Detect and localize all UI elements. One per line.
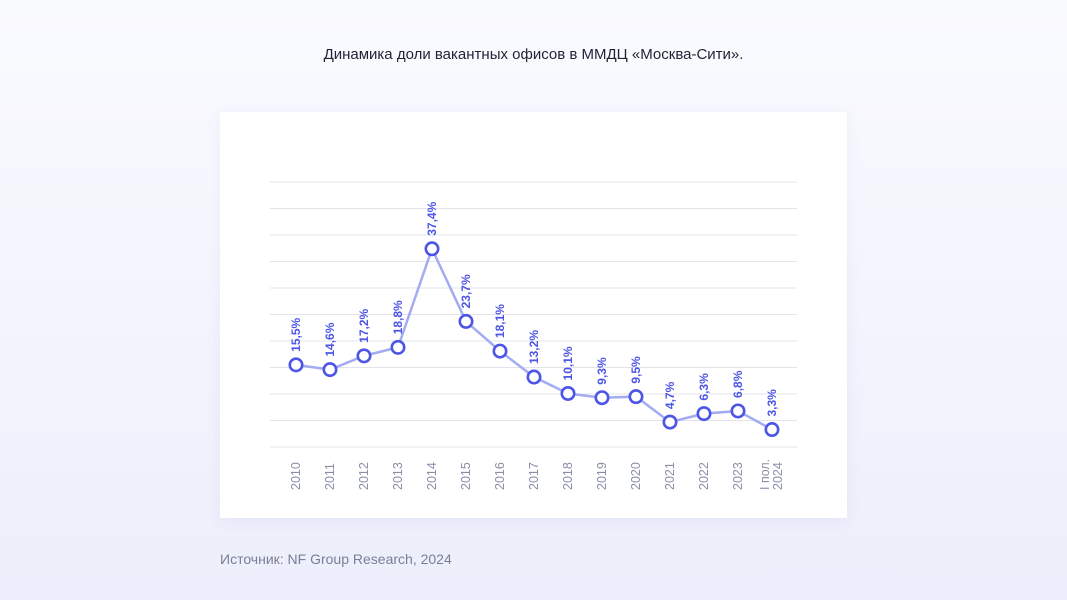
data-label: 17,2% [357, 308, 371, 342]
x-tick-label: 2013 [391, 462, 405, 490]
x-tick-label: 2016 [493, 462, 507, 490]
data-point [764, 422, 780, 438]
x-tick-label: 2021 [663, 462, 677, 490]
data-label: 15,5% [289, 317, 303, 351]
data-point [356, 348, 372, 364]
data-point [594, 390, 610, 406]
data-point [526, 369, 542, 385]
data-point [696, 406, 712, 422]
data-point [458, 313, 474, 329]
x-tick-label: 2011 [323, 463, 337, 490]
data-label: 6,3% [697, 373, 711, 401]
x-tick-label: 2023 [731, 462, 745, 490]
data-point [424, 241, 440, 257]
x-tick-label: 2018 [561, 462, 575, 490]
data-label: 18,1% [493, 304, 507, 338]
data-point [288, 357, 304, 373]
x-tick-label: 2020 [629, 462, 643, 490]
x-tick-label: 2019 [595, 462, 609, 490]
data-point [662, 414, 678, 430]
data-label: 37,4% [425, 201, 439, 235]
data-label: 9,3% [595, 357, 609, 385]
data-point [560, 385, 576, 401]
data-label: 10,1% [561, 346, 575, 380]
data-point [628, 389, 644, 405]
data-point [492, 343, 508, 359]
x-tick-label: 2017 [527, 462, 541, 490]
chart-title: Динамика доли вакантных офисов в ММДЦ «М… [323, 46, 744, 63]
data-label: 23,7% [459, 274, 473, 308]
source-note: Источник: NF Group Research, 2024 [220, 551, 452, 567]
data-label: 3,3% [765, 389, 779, 417]
x-tick-label: 2015 [459, 462, 473, 490]
x-tick-label: 2012 [357, 462, 371, 490]
data-label: 6,8% [731, 370, 745, 398]
x-tick-label: 2014 [425, 462, 439, 490]
data-label: 4,7% [663, 381, 677, 409]
x-tick-label: 2024 [771, 462, 785, 490]
data-label: 9,5% [629, 356, 643, 384]
chart-card: 15,5% 14,6% 17,2% 18,8% 37,4% 23,7% 18,1% 13,2%… [220, 112, 847, 518]
x-tick-label: 2022 [697, 462, 711, 490]
data-point [322, 362, 338, 378]
line-chart: 15,5% 14,6% 17,2% 18,8% 37,4% 23,7% 18,1% 13,2%… [270, 181, 797, 490]
x-tick-label: I пол. [758, 459, 772, 490]
data-point [390, 339, 406, 355]
data-label: 14,6% [323, 322, 337, 356]
x-tick-label: 2010 [289, 462, 303, 490]
data-point [730, 403, 746, 419]
data-label: 18,8% [391, 300, 405, 334]
data-label: 13,2% [527, 330, 541, 364]
